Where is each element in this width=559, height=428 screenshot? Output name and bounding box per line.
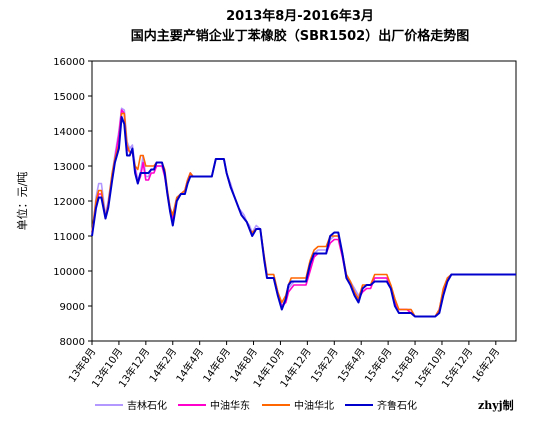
chart-title: 2013年8月-2016年3月: [226, 8, 374, 24]
y-tick-label: 10000: [53, 267, 85, 278]
y-tick-label: 13000: [53, 162, 85, 173]
y-tick-label: 16000: [53, 57, 85, 68]
series-line-4: [91, 116, 516, 318]
y-axis-label: 单位：元/吨: [15, 172, 29, 231]
legend: 吉林石化 中油华东 中油华北 齐鲁石化: [95, 399, 417, 412]
y-tick-label: 15000: [53, 92, 85, 103]
plot-area: [91, 60, 517, 342]
series-lines: [91, 107, 516, 318]
chart-subtitle: 国内主要产销企业丁苯橡胶（SBR1502）出厂价格走势图: [131, 28, 469, 44]
source-note: zhyj制: [478, 398, 514, 412]
legend-label: 齐鲁石化: [377, 399, 417, 412]
legend-label: 吉林石化: [127, 399, 167, 412]
y-tick-label: 14000: [53, 127, 85, 138]
y-tick-label: 9000: [60, 302, 85, 313]
y-tick-label: 11000: [53, 232, 85, 243]
y-tick-label: 12000: [53, 197, 85, 208]
x-axis-ticks: 13年8月13年10月13年12月14年2月14年4月14年6月14年8月14年…: [65, 341, 502, 390]
legend-label: 中油华东: [210, 399, 250, 412]
x-tick-label: 16年2月: [469, 345, 502, 384]
y-tick-label: 8000: [60, 337, 85, 348]
legend-label: 中油华北: [294, 399, 334, 412]
y-axis-ticks: 8000 9000 10000 11000 12000 13000 14000 15000 16…: [53, 57, 92, 348]
